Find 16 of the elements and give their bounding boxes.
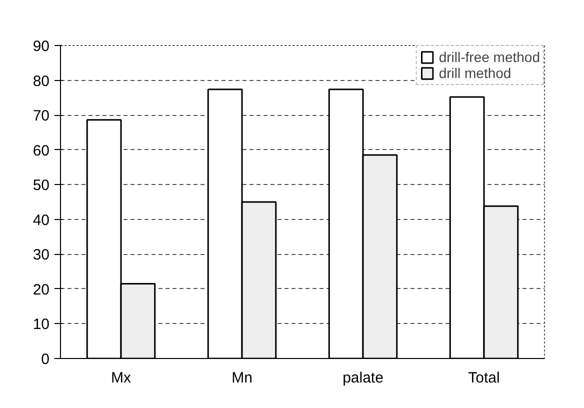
y-tick-label: 80 xyxy=(32,72,50,90)
legend-label: drill-free method xyxy=(438,49,540,65)
y-tick-label: 60 xyxy=(32,142,50,160)
y-tick-label: 90 xyxy=(32,38,50,55)
y-tick-label: 0 xyxy=(41,351,50,368)
x-tick-label: palate xyxy=(342,370,384,386)
x-tick-label: Mx xyxy=(111,370,132,386)
y-tick-label: 50 xyxy=(32,177,50,194)
x-tick-label: Total xyxy=(468,370,500,386)
y-tick-label: 10 xyxy=(32,316,50,334)
y-tick-label: 40 xyxy=(32,212,50,229)
y-tick-label: 70 xyxy=(32,108,50,125)
legend-label: drill method xyxy=(438,65,512,81)
y-tick-label: 30 xyxy=(32,246,50,264)
y-tick-label: 20 xyxy=(32,281,50,298)
x-tick-label: Mn xyxy=(232,370,252,386)
